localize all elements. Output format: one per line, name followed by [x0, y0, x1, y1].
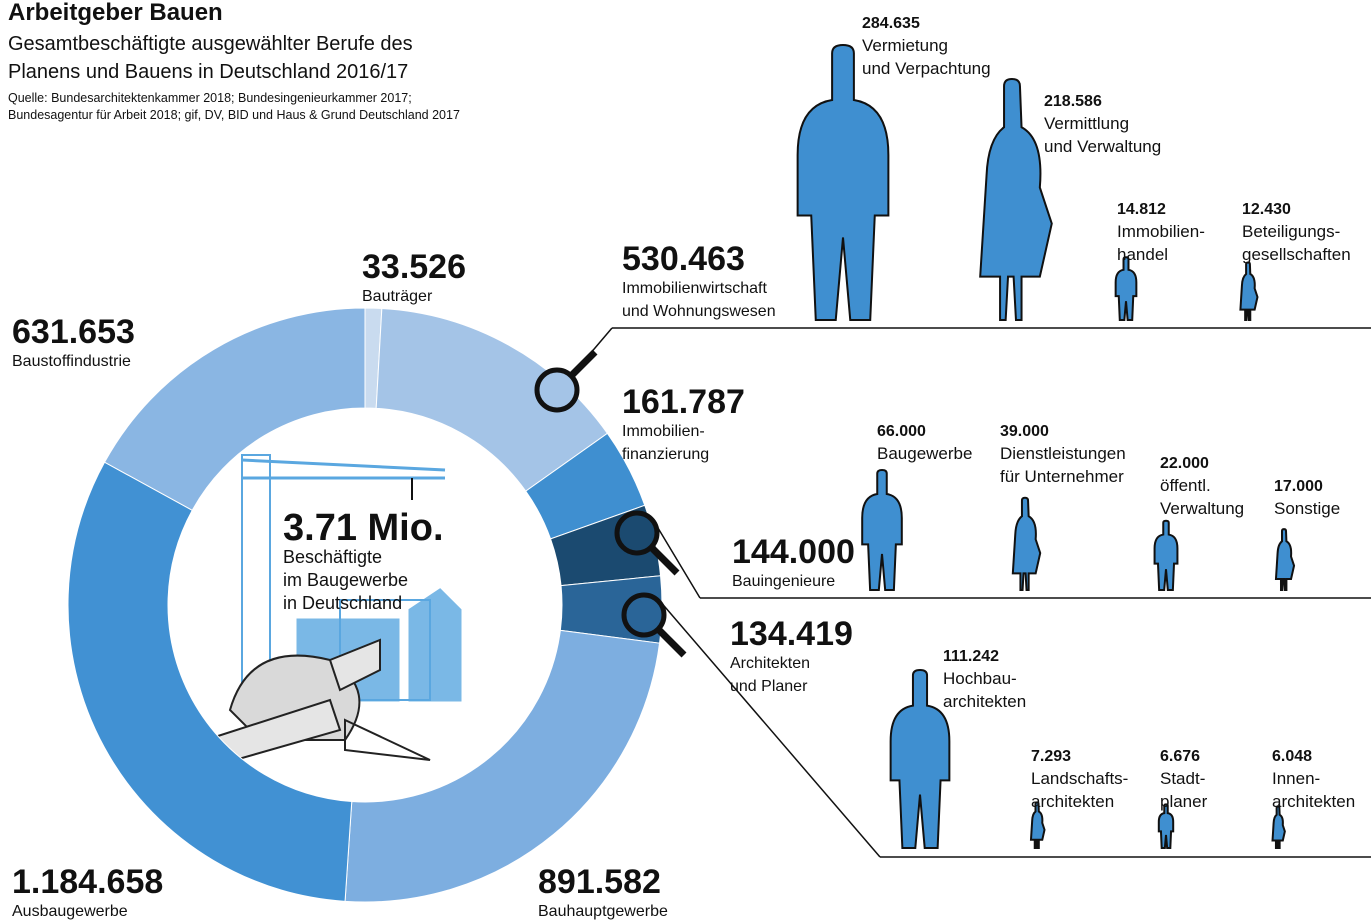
magnifier — [537, 370, 577, 410]
figure-label: und Verpachtung — [862, 59, 991, 78]
category-label: Immobilienwirtschaft — [622, 280, 767, 297]
category-label: und Wohnungswesen — [622, 303, 776, 320]
figure-label: handel — [1117, 245, 1168, 264]
value-label: 33.526 — [362, 248, 466, 286]
figure-label: Dienstleistungen — [1000, 444, 1126, 463]
figure-label: Verwaltung — [1160, 499, 1244, 518]
figure-value: 66.000 — [877, 423, 926, 440]
figure-label: Vermietung — [862, 36, 948, 55]
figure-label: Stadt- — [1160, 769, 1205, 788]
subtitle: Planens und Bauens in Deutschland 2016/1… — [8, 61, 408, 83]
person-figure — [1155, 521, 1178, 590]
category-label: Immobilien- — [622, 423, 705, 440]
category-label: und Planer — [730, 678, 808, 695]
figure-label: architekten — [1272, 792, 1355, 811]
figure-label: Hochbau- — [943, 669, 1017, 688]
category-label: Bauträger — [362, 288, 433, 305]
center-text: in Deutschland — [283, 593, 402, 613]
category-label: Baustoffindustrie — [12, 353, 131, 370]
person-figure — [798, 45, 889, 320]
page: {"header":{"title":"Arbeitgeber Bauen","… — [0, 0, 1371, 920]
figure-label: architekten — [943, 692, 1026, 711]
category-label: finanzierung — [622, 446, 709, 463]
person-figure — [980, 79, 1052, 320]
person-figure — [1240, 263, 1257, 320]
person-figure — [1276, 529, 1294, 590]
value-label: 144.000 — [732, 533, 855, 571]
figure-label: und Verwaltung — [1044, 137, 1161, 156]
figure-label: Innen- — [1272, 769, 1320, 788]
figure-value: 17.000 — [1274, 478, 1323, 495]
figure-label: architekten — [1031, 792, 1114, 811]
center-text: Beschäftigte — [283, 547, 382, 567]
magnifier-handle — [571, 352, 595, 376]
person-figure — [1116, 257, 1137, 320]
value-label: 161.787 — [622, 383, 745, 421]
category-label: Bauhauptgewerbe — [538, 903, 668, 920]
figure-label: Vermittlung — [1044, 114, 1129, 133]
figure-value: 6.676 — [1160, 748, 1200, 765]
value-label: 134.419 — [730, 615, 853, 653]
category-label: Bauingenieure — [732, 573, 835, 590]
category-label: Ausbaugewerbe — [12, 903, 128, 920]
subtitle: Gesamtbeschäftigte ausgewählter Berufe d… — [8, 33, 413, 55]
magnifier — [617, 513, 657, 553]
center-text: im Baugewerbe — [283, 570, 408, 590]
person-figure — [1013, 498, 1040, 590]
figure-value: 284.635 — [862, 15, 920, 32]
figure-value: 7.293 — [1031, 748, 1071, 765]
figure-label: Beteiligungs- — [1242, 222, 1340, 241]
figure-value: 39.000 — [1000, 423, 1049, 440]
magnifier-handle — [658, 629, 684, 655]
figure-label: für Unternehmer — [1000, 467, 1124, 486]
value-label: 1.184.658 — [12, 863, 163, 901]
figure-label: öffentl. — [1160, 476, 1211, 495]
figure-label: Sonstige — [1274, 499, 1340, 518]
value-label: 530.463 — [622, 240, 745, 278]
figure-label: Immobilien- — [1117, 222, 1205, 241]
figure-label: Baugewerbe — [877, 444, 972, 463]
source: Quelle: Bundesarchitektenkammer 2018; Bu… — [8, 91, 412, 105]
infographic: Arbeitgeber Bauen Gesamtbeschäftigte ausg… — [0, 0, 1371, 920]
person-figure — [862, 470, 902, 590]
figure-label: gesellschaften — [1242, 245, 1351, 264]
figure-value: 22.000 — [1160, 455, 1209, 472]
figure-value: 6.048 — [1272, 748, 1312, 765]
center-total: 3.71 Mio. — [283, 507, 444, 549]
figure-label: planer — [1160, 792, 1208, 811]
person-figure — [891, 670, 950, 848]
title: Arbeitgeber Bauen — [8, 0, 223, 26]
figure-value: 12.430 — [1242, 201, 1291, 218]
source: Bundesagentur für Arbeit 2018; gif, DV, … — [8, 108, 460, 122]
person-figure — [1273, 806, 1285, 848]
value-label: 631.653 — [12, 313, 135, 351]
donut-segment — [105, 308, 365, 510]
value-label: 891.582 — [538, 863, 661, 901]
figure-value: 14.812 — [1117, 201, 1166, 218]
magnifier — [624, 595, 664, 635]
figure-value: 218.586 — [1044, 93, 1102, 110]
figure-label: Landschafts- — [1031, 769, 1128, 788]
figure-value: 111.242 — [943, 648, 999, 665]
category-label: Architekten — [730, 655, 810, 672]
